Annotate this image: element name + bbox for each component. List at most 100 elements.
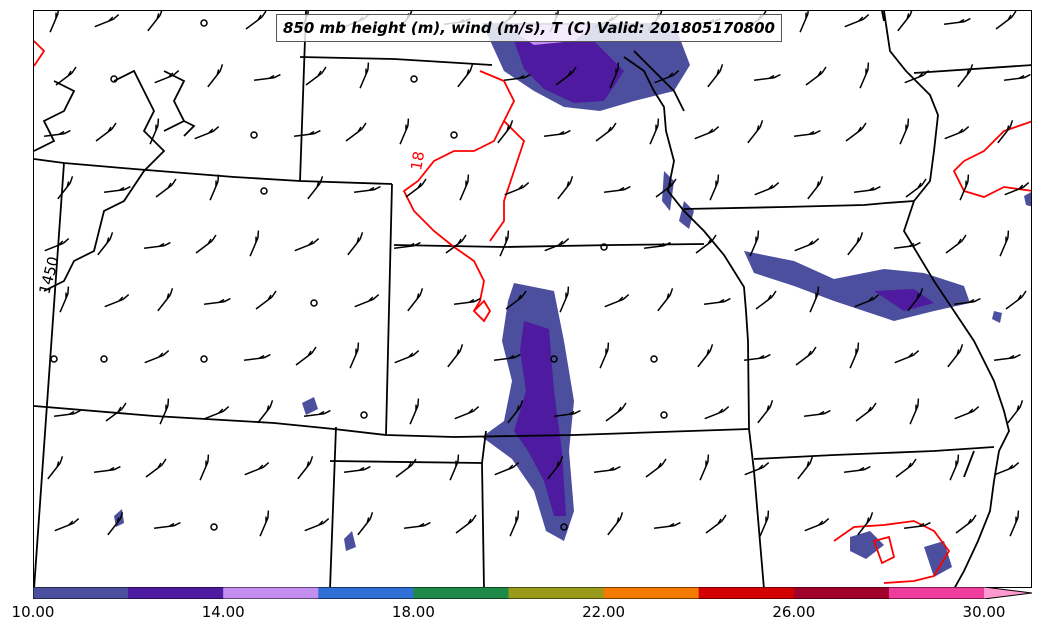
wind-barb — [844, 13, 870, 28]
wind-barb — [605, 402, 627, 422]
state-boundaries — [34, 11, 1031, 587]
wind-barb — [609, 62, 620, 89]
wind-barb — [709, 174, 720, 201]
wind-barb — [54, 517, 80, 532]
wind-barb — [399, 118, 410, 145]
wind-barb — [857, 512, 874, 536]
map-canvas: 18 1450 — [34, 11, 1031, 587]
wind-barb — [754, 181, 780, 196]
wind-barb — [743, 353, 771, 361]
wind-barb — [757, 400, 774, 424]
wind-barb — [957, 64, 974, 88]
wind-barb — [407, 288, 424, 312]
wind-barb — [354, 293, 380, 308]
colorbar-tick-label: 22.00 — [582, 603, 626, 621]
wind-barb — [349, 342, 360, 369]
wind-barb — [544, 237, 570, 252]
wind-barb — [94, 13, 120, 28]
wind-barb — [357, 512, 374, 536]
wind-barb — [547, 456, 564, 480]
calm-circle — [260, 187, 268, 195]
wind-barb — [454, 405, 480, 420]
wind-barb — [257, 400, 274, 424]
wind-barb — [753, 73, 781, 81]
height-contour-label: 1450 — [35, 254, 62, 296]
calm-circle — [650, 355, 658, 363]
wind-barb — [603, 185, 631, 193]
wind-barb — [607, 512, 624, 536]
wind-barb — [853, 185, 881, 193]
calm-circle — [600, 243, 608, 251]
wind-barb — [804, 517, 830, 532]
calm-circle — [50, 355, 58, 363]
wind-barb — [904, 69, 930, 84]
wind-barb — [543, 129, 571, 137]
wind-barb — [1007, 400, 1024, 424]
wind-barb — [899, 118, 910, 145]
wind-barb — [97, 232, 114, 256]
colorbar-tick-label: 10.00 — [11, 603, 55, 621]
colorbar-tick-label: 26.00 — [772, 603, 816, 621]
wind-barb — [147, 11, 164, 32]
wind-barb — [643, 241, 671, 249]
wind-barb — [595, 122, 617, 142]
wind-barb — [305, 66, 327, 86]
wind-barb — [493, 353, 521, 361]
wind-barb — [695, 234, 717, 254]
colorbar-segment — [698, 587, 795, 599]
wind-barb — [744, 461, 770, 476]
wind-barb — [849, 342, 860, 369]
wind-barb — [207, 64, 224, 88]
wind-barb — [645, 458, 667, 478]
wind-barb — [759, 510, 770, 537]
wind-barb — [1004, 181, 1030, 196]
wind-barb — [445, 234, 467, 254]
wind-barb — [209, 174, 220, 201]
wind-barb — [159, 398, 170, 425]
wind-barb — [657, 288, 674, 312]
wind-barb — [894, 349, 920, 364]
calm-circle — [410, 75, 418, 83]
wind-barb — [259, 510, 270, 537]
wind-barb — [993, 353, 1021, 361]
colorbar-segment — [793, 587, 890, 599]
calm-circle — [200, 19, 208, 27]
wind-barb — [707, 64, 724, 88]
wind-barb — [57, 176, 74, 200]
wind-barb — [304, 517, 330, 532]
wind-barb — [353, 185, 381, 193]
wind-barb — [249, 230, 260, 257]
calm-circle — [360, 411, 368, 419]
wind-barb — [944, 125, 970, 140]
wind-barb — [245, 11, 267, 30]
wind-barb — [604, 293, 630, 308]
wind-barb — [47, 456, 64, 480]
wind-barb — [909, 398, 920, 425]
wind-barb — [855, 402, 877, 422]
colorbar-extend-arrow — [984, 587, 1032, 599]
wind-barb — [947, 344, 964, 368]
wind-barb — [405, 178, 427, 198]
wind-barb — [694, 125, 720, 140]
wind-barb — [803, 409, 831, 417]
wind-barb — [807, 176, 824, 200]
wind-barb — [345, 122, 367, 142]
wind-barb — [795, 346, 817, 366]
wind-barb — [347, 232, 364, 256]
calm-circle — [210, 523, 218, 531]
wind-barb — [107, 512, 124, 536]
wind-barb — [393, 241, 421, 249]
wind-barb — [959, 174, 970, 201]
wind-barb — [497, 120, 514, 144]
wind-barb — [95, 122, 117, 142]
calm-circle — [310, 299, 318, 307]
wind-barb — [307, 176, 324, 200]
wind-barb — [359, 62, 370, 89]
wind-barb — [793, 129, 821, 137]
colorbar-segment — [223, 587, 319, 599]
wind-barb — [794, 237, 820, 252]
wind-barb — [93, 465, 121, 473]
wind-barb — [459, 174, 470, 201]
wind-barb — [955, 514, 977, 534]
colorbar-tick-label: 18.00 — [391, 603, 435, 621]
